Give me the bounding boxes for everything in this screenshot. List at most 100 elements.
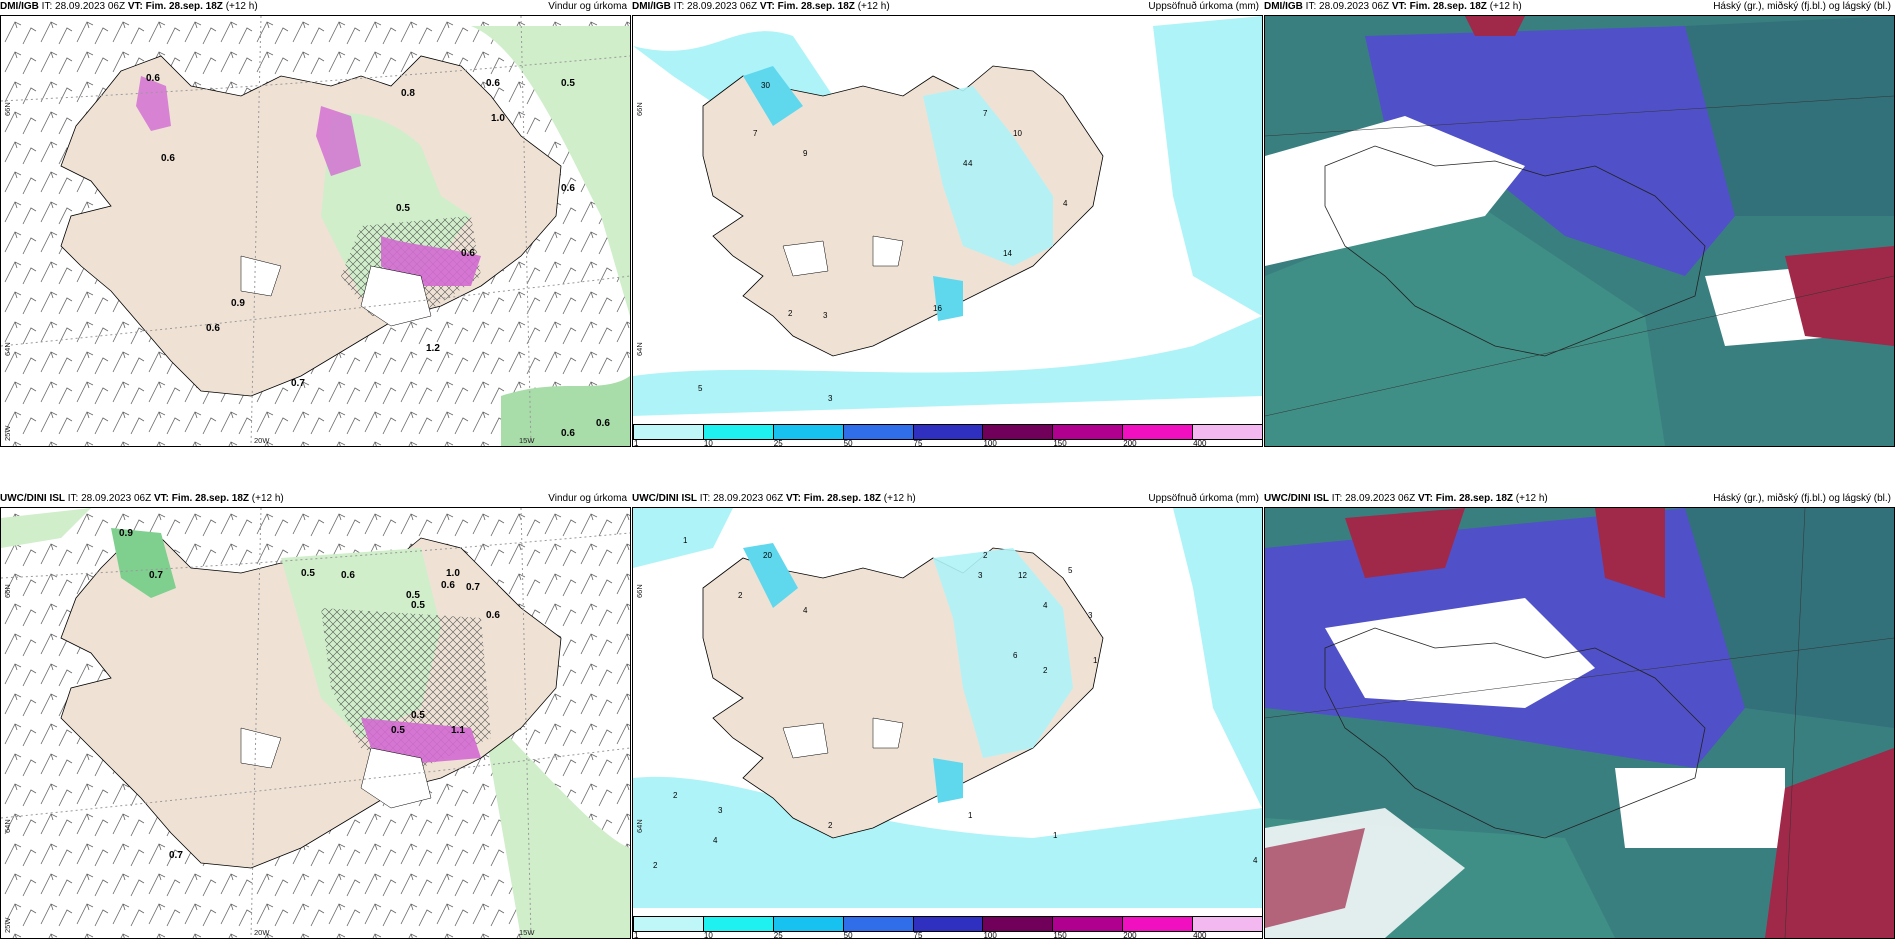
source-label: UWC/DINI ISL xyxy=(1264,493,1329,504)
graticule-line xyxy=(1265,275,1894,417)
precip-label: 0.7 xyxy=(466,582,480,593)
cloud-map xyxy=(1265,16,1894,446)
colorbar-tick: 75 xyxy=(913,439,923,447)
precip-label: 1.0 xyxy=(491,113,505,124)
precip-label: 0.6 xyxy=(206,323,220,334)
init-time: 28.09.2023 06Z xyxy=(1345,493,1416,504)
precip-area xyxy=(923,86,1053,266)
cloud-map xyxy=(1265,508,1894,938)
precip-label: 20 xyxy=(763,551,772,560)
high-cloud xyxy=(1265,828,1365,928)
high-cloud xyxy=(1345,508,1465,578)
precip-label: 2 xyxy=(673,791,678,800)
colorbar-tick: 150 xyxy=(1053,439,1067,447)
map-frame xyxy=(1264,15,1895,447)
map-frame xyxy=(1264,507,1895,939)
precip-label: 4 xyxy=(713,836,718,845)
source-label: DMI/IGB xyxy=(632,1,671,12)
graticule-line xyxy=(1,532,630,579)
precip-area xyxy=(471,26,630,316)
panel-uwc-wind: UWC/DINI ISL IT: 28.09.2023 06Z VT: Fim.… xyxy=(0,492,631,942)
init-time: 28.09.2023 06Z xyxy=(1319,1,1390,12)
graticule-line xyxy=(1784,508,1806,938)
init-time: 28.09.2023 06Z xyxy=(713,493,784,504)
init-time: 28.09.2023 06Z xyxy=(55,1,126,12)
precip-label: 3 xyxy=(978,571,983,580)
lat-label: 66N xyxy=(635,584,644,598)
precip-label: 0.7 xyxy=(291,378,305,389)
precip-label: 0.5 xyxy=(396,203,410,214)
precip-label: 2 xyxy=(653,861,658,870)
precip-label: 0.7 xyxy=(169,850,183,861)
it-label: IT: xyxy=(67,493,79,504)
colorbar-swatch xyxy=(702,424,774,440)
valid-time: VT: Fim. 28.sep. 18Z xyxy=(127,1,223,12)
colorbar-tick: 400 xyxy=(1193,439,1207,447)
precip-label: 0.7 xyxy=(149,570,163,581)
panel-header: DMI/IGB IT: 28.09.2023 06Z VT: Fim. 28.s… xyxy=(1264,0,1893,14)
panel-dmi-accum: DMI/IGB IT: 28.09.2023 06Z VT: Fim. 28.s… xyxy=(632,0,1263,450)
valid-time: VT: Fim. 28.sep. 18Z xyxy=(785,493,882,504)
valid-time: VT: Fim. 28.sep. 18Z xyxy=(759,1,855,12)
colorbar-swatch xyxy=(1052,916,1124,932)
panel-title: Uppsöfnuð úrkoma (mm) xyxy=(1148,1,1259,12)
glacier xyxy=(240,727,282,769)
glacier xyxy=(782,240,829,277)
panel-dmi-cloud: DMI/IGB IT: 28.09.2023 06Z VT: Fim. 28.s… xyxy=(1264,0,1895,450)
precip-area xyxy=(633,316,1262,416)
colorbar-tick: 50 xyxy=(843,439,853,447)
low-cloud xyxy=(1265,116,1525,266)
colorbar-tick: 200 xyxy=(1123,439,1137,447)
map-frame: 30 7 9 7 10 4 4 14 2 3 5 3 16 4 66N 64N … xyxy=(632,15,1263,447)
accum-map: 30 7 9 7 10 4 4 14 2 3 5 3 16 4 xyxy=(633,16,1262,446)
colorbar-tick: 25 xyxy=(773,931,783,939)
precip-area xyxy=(743,543,798,608)
panel-title: Háský (gr.), miðský (fj.bl.) og lágský (… xyxy=(1713,493,1891,504)
precip-label: 0.5 xyxy=(301,568,315,579)
precip-label: 9 xyxy=(803,149,808,158)
precip-label: 5 xyxy=(698,384,703,393)
colorbar-swatch xyxy=(633,424,704,440)
precip-label: 2 xyxy=(828,821,833,830)
precip-label: 0.6 xyxy=(596,418,610,429)
precip-labels: 30 7 9 7 10 4 4 14 2 3 5 3 16 4 xyxy=(698,81,1068,403)
colorbar: 1 10 25 50 75 100 150 200 400 xyxy=(633,424,1262,446)
mid-cloud xyxy=(1365,26,1735,276)
valid-time: VT: Fim. 28.sep. 18Z xyxy=(1417,493,1514,504)
accum-map: 1 20 2 4 2 3 12 5 4 3 6 2 1 2 3 4 2 1 4 … xyxy=(633,508,1262,938)
colorbar-swatch xyxy=(633,916,704,932)
source-label: DMI/IGB xyxy=(1264,1,1303,12)
lat-label: 64N xyxy=(3,819,12,833)
it-label: IT: xyxy=(41,1,53,12)
graticule-line xyxy=(1265,95,1894,137)
high-cloud xyxy=(1595,508,1665,598)
lat-label: 64N xyxy=(635,342,644,356)
panel-header: DMI/IGB IT: 28.09.2023 06Z VT: Fim. 28.s… xyxy=(632,0,1261,14)
precip-labels: 0.9 0.5 0.7 0.6 0.5 1.0 0.7 0.6 0.5 0.6 … xyxy=(119,528,500,861)
glacier xyxy=(872,717,904,749)
precip-label: 0.5 xyxy=(411,600,425,611)
map-frame: 0.9 0.5 0.7 0.6 0.5 1.0 0.7 0.6 0.5 0.6 … xyxy=(0,507,631,939)
precip-label: 0.6 xyxy=(561,428,575,439)
init-time: 28.09.2023 06Z xyxy=(81,493,152,504)
colorbar-tick: 1 xyxy=(634,931,639,939)
precip-area xyxy=(481,708,630,938)
colorbar-swatch xyxy=(772,424,844,440)
precip-label: 3 xyxy=(1088,611,1093,620)
colorbar-tick: 50 xyxy=(843,931,853,939)
precip-label: 0.5 xyxy=(411,710,425,721)
precip-label: 4 xyxy=(1043,601,1048,610)
precip-label: 3 xyxy=(823,311,828,320)
lon-label: 25W xyxy=(3,917,12,933)
precip-label: 5 xyxy=(1068,566,1073,575)
precip-label: 0.8 xyxy=(401,88,415,99)
colorbar-swatch xyxy=(1052,424,1124,440)
it-label: IT: xyxy=(1331,493,1343,504)
colorbar-tick: 75 xyxy=(913,931,923,939)
low-cloud xyxy=(1325,598,1595,708)
colorbar-swatch xyxy=(1122,916,1194,932)
colorbar-swatch xyxy=(912,916,984,932)
lon-label: 20W xyxy=(254,928,270,937)
lead-time: (+12 h) xyxy=(883,493,916,504)
glacier xyxy=(360,747,432,809)
